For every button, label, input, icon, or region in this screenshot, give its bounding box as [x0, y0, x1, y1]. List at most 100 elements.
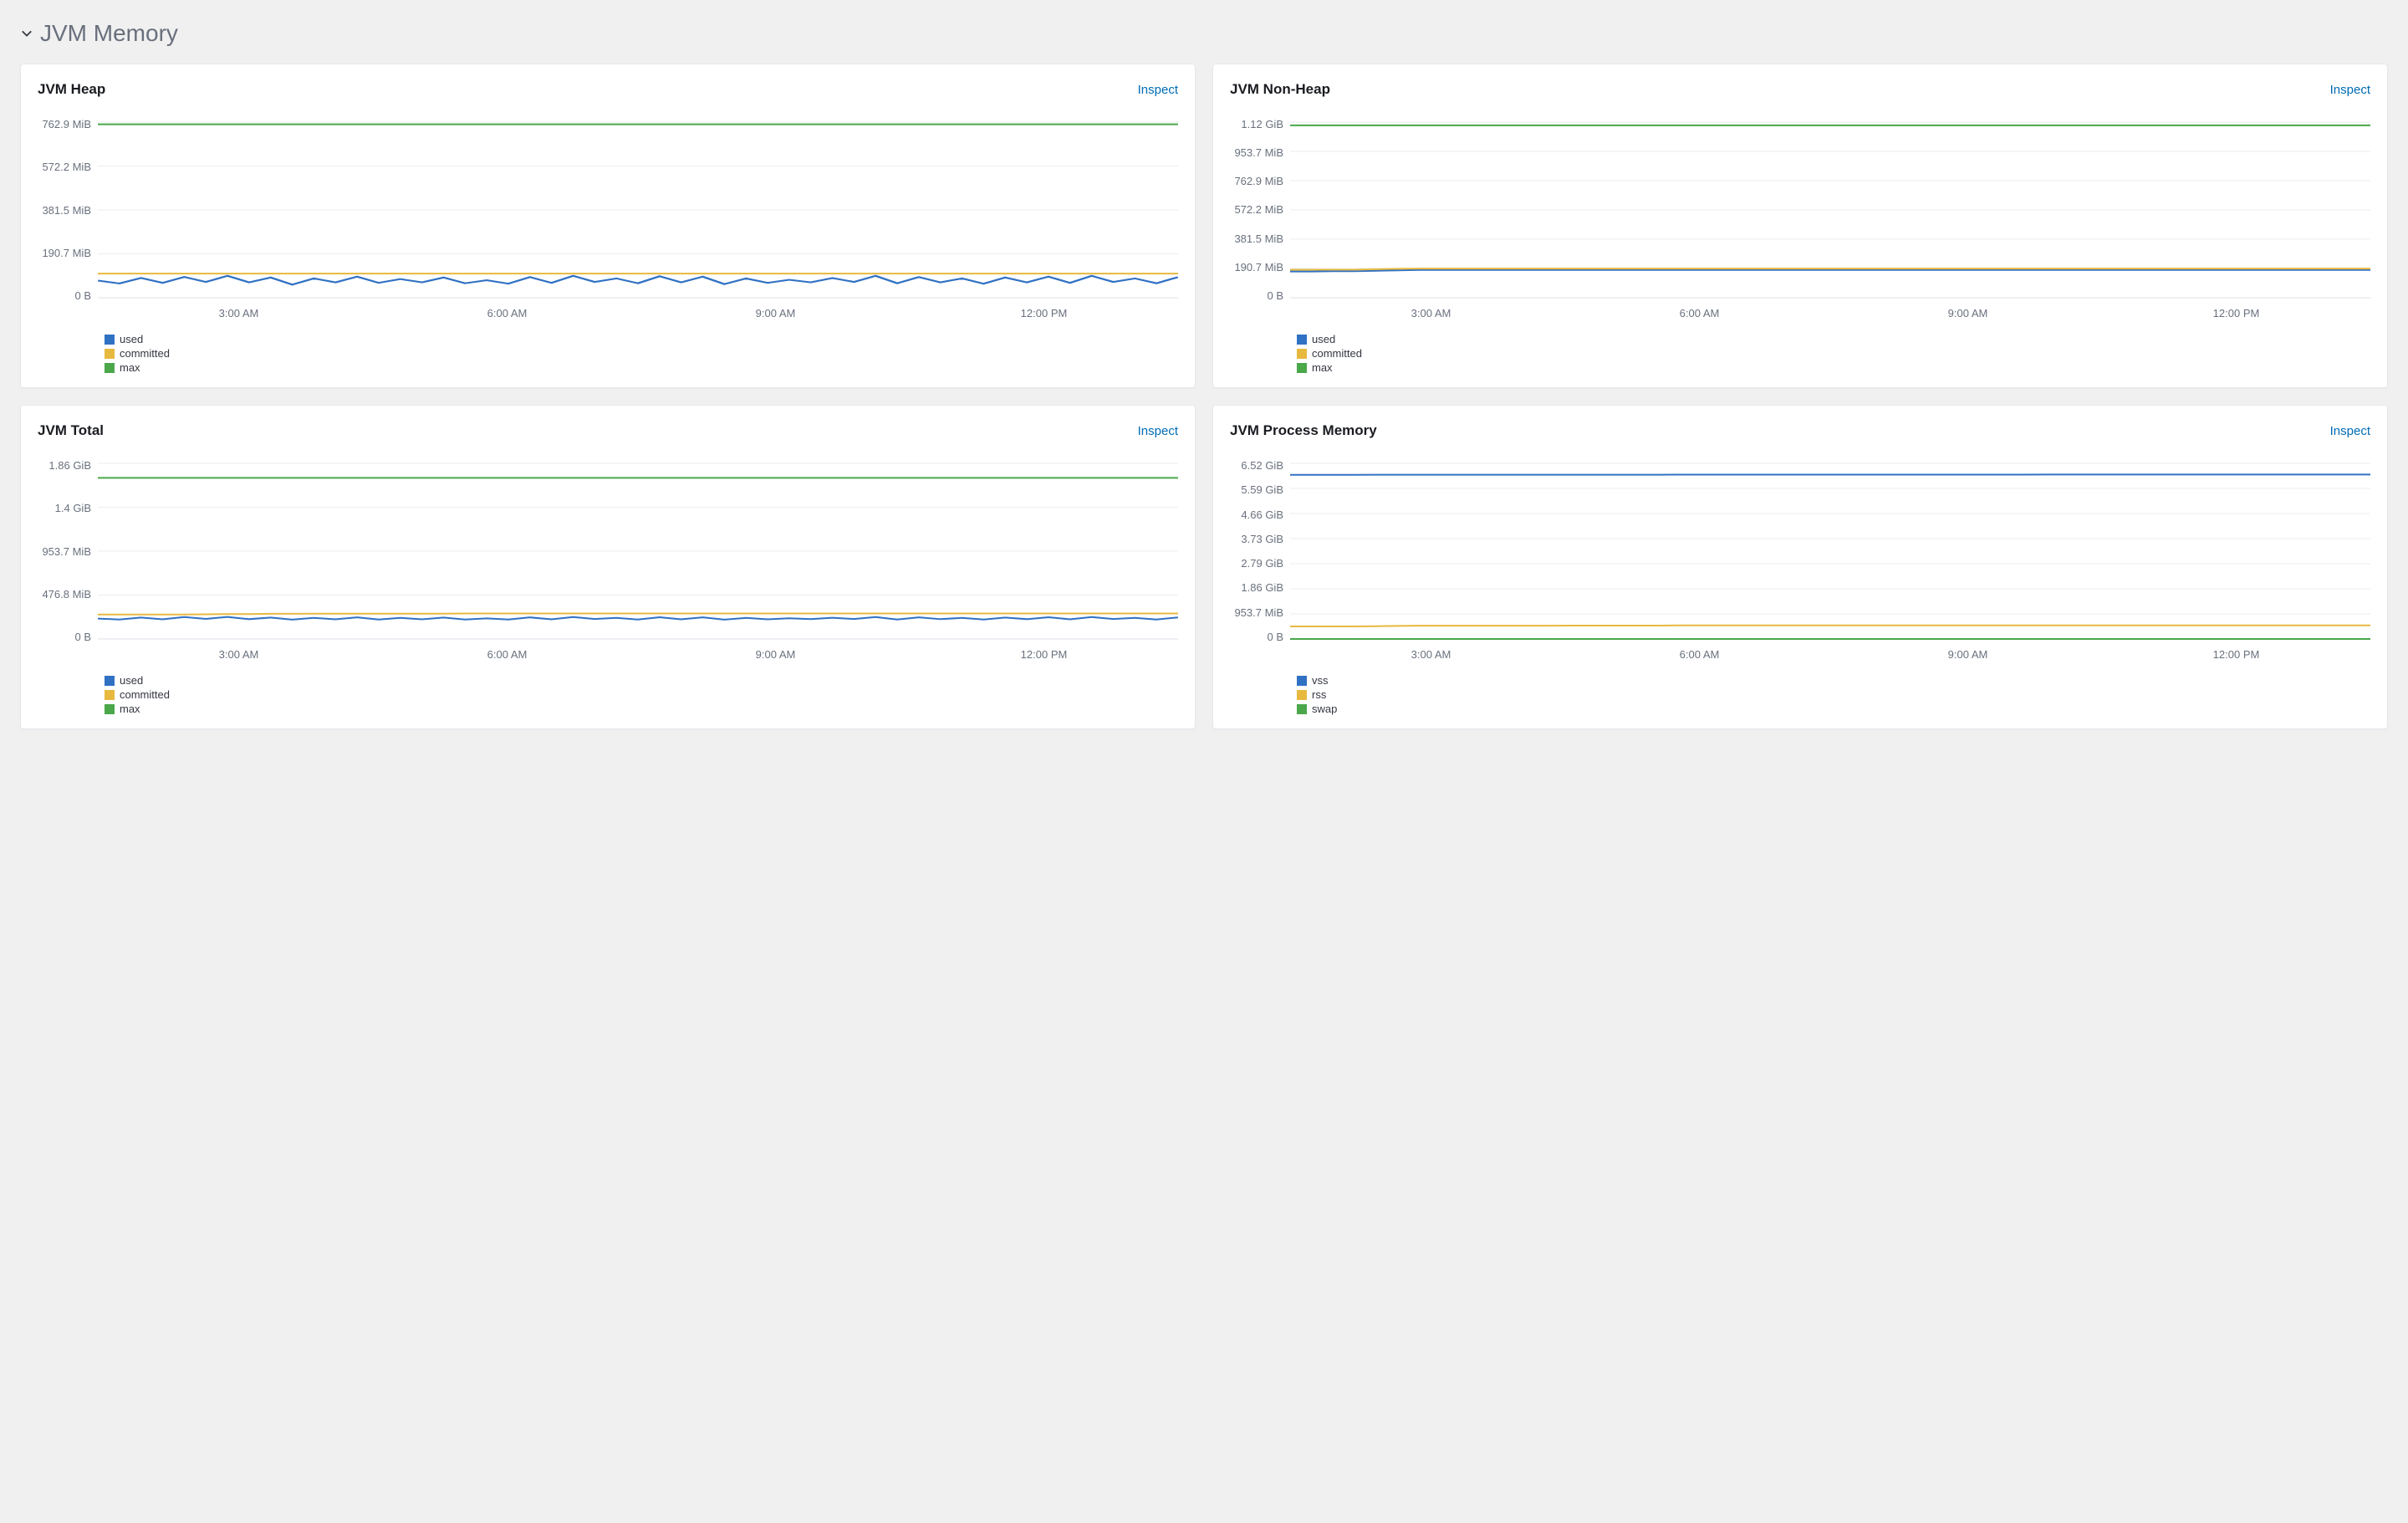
y-tick-label: 1.12 GiB [1241, 118, 1283, 130]
legend-label: max [120, 703, 140, 715]
legend-label: used [120, 333, 143, 345]
y-tick-label: 1.4 GiB [55, 502, 91, 514]
x-tick-label: 3:00 AM [1297, 648, 1565, 661]
panel-title: JVM Non-Heap [1230, 81, 1330, 98]
x-tick-label: 9:00 AM [1834, 648, 2102, 661]
legend-swatch [105, 676, 115, 686]
legend-swatch [1297, 690, 1307, 700]
legend-swatch [1297, 676, 1307, 686]
x-tick-label: 12:00 PM [910, 307, 1178, 319]
legend-swatch [105, 704, 115, 714]
legend-label: committed [120, 688, 170, 701]
legend-swatch [105, 363, 115, 373]
legend-swatch [1297, 349, 1307, 359]
legend-item-committed[interactable]: committed [105, 688, 1178, 701]
legend-label: used [1312, 333, 1335, 345]
legend-item-vss[interactable]: vss [1297, 674, 2370, 687]
chart-area: 762.9 MiB 572.2 MiB 381.5 MiB 190.7 MiB 0 B [38, 118, 1178, 302]
series-committed [98, 614, 1178, 615]
x-tick-label: 9:00 AM [641, 648, 910, 661]
panel-jvm-nonheap: JVM Non-Heap Inspect 1.12 GiB 953.7 MiB 762.… [1212, 64, 2388, 388]
series-used [98, 617, 1178, 620]
y-tick-label: 1.86 GiB [48, 459, 91, 472]
legend-item-max[interactable]: max [105, 703, 1178, 715]
y-tick-label: 0 B [74, 631, 91, 643]
y-tick-label: 572.2 MiB [42, 161, 91, 173]
legend-item-max[interactable]: max [1297, 361, 2370, 374]
chevron-down-icon [20, 27, 33, 40]
legend-label: rss [1312, 688, 1326, 701]
y-tick-label: 190.7 MiB [1234, 261, 1283, 273]
y-tick-label: 2.79 GiB [1241, 557, 1283, 570]
y-tick-label: 190.7 MiB [42, 247, 91, 259]
panel-title: JVM Total [38, 422, 104, 439]
legend-label: max [120, 361, 140, 374]
chart-area: 1.12 GiB 953.7 MiB 762.9 MiB 572.2 MiB 381.5… [1230, 118, 2370, 302]
y-tick-label: 953.7 MiB [1234, 606, 1283, 619]
chart-area: 1.86 GiB 1.4 GiB 953.7 MiB 476.8 MiB 0 B [38, 459, 1178, 643]
panel-jvm-heap: JVM Heap Inspect 762.9 MiB 572.2 MiB 381.5 M… [20, 64, 1196, 388]
x-tick-label: 6:00 AM [373, 648, 641, 661]
legend-label: used [120, 674, 143, 687]
legend-item-swap[interactable]: swap [1297, 703, 2370, 715]
x-tick-label: 6:00 AM [1565, 648, 1834, 661]
x-tick-label: 12:00 PM [2102, 648, 2370, 661]
legend-label: vss [1312, 674, 1329, 687]
panel-jvm-total: JVM Total Inspect 1.86 GiB 1.4 GiB 953.7 MiB… [20, 405, 1196, 729]
x-tick-label: 3:00 AM [1297, 307, 1565, 319]
x-tick-label: 9:00 AM [1834, 307, 2102, 319]
legend-label: swap [1312, 703, 1337, 715]
series-used [98, 276, 1178, 285]
legend-item-committed[interactable]: committed [105, 347, 1178, 360]
y-tick-label: 0 B [1267, 289, 1283, 302]
y-tick-label: 476.8 MiB [42, 588, 91, 601]
legend-item-used[interactable]: used [1297, 333, 2370, 345]
y-tick-label: 381.5 MiB [1234, 233, 1283, 245]
y-tick-label: 0 B [74, 289, 91, 302]
legend-item-used[interactable]: used [105, 674, 1178, 687]
x-tick-label: 3:00 AM [105, 648, 373, 661]
section-toggle[interactable]: JVM Memory [20, 20, 2388, 47]
y-tick-label: 1.86 GiB [1241, 581, 1283, 594]
y-tick-label: 572.2 MiB [1234, 203, 1283, 216]
legend-swatch [105, 335, 115, 345]
inspect-link[interactable]: Inspect [1138, 83, 1178, 97]
y-tick-label: 762.9 MiB [42, 118, 91, 130]
x-tick-label: 12:00 PM [910, 648, 1178, 661]
legend-swatch [1297, 363, 1307, 373]
inspect-link[interactable]: Inspect [2330, 424, 2370, 438]
legend-swatch [1297, 335, 1307, 345]
legend-label: max [1312, 361, 1333, 374]
x-tick-label: 6:00 AM [373, 307, 641, 319]
chart-area: 6.52 GiB 5.59 GiB 4.66 GiB 3.73 GiB 2.79 GiB… [1230, 459, 2370, 643]
legend-label: committed [120, 347, 170, 360]
x-tick-label: 12:00 PM [2102, 307, 2370, 319]
panel-title: JVM Process Memory [1230, 422, 1377, 439]
legend-item-max[interactable]: max [105, 361, 1178, 374]
legend-item-committed[interactable]: committed [1297, 347, 2370, 360]
inspect-link[interactable]: Inspect [2330, 83, 2370, 97]
y-tick-label: 0 B [1267, 631, 1283, 643]
legend-swatch [1297, 704, 1307, 714]
legend-swatch [105, 690, 115, 700]
inspect-link[interactable]: Inspect [1138, 424, 1178, 438]
x-tick-label: 6:00 AM [1565, 307, 1834, 319]
y-tick-label: 5.59 GiB [1241, 483, 1283, 496]
legend-label: committed [1312, 347, 1362, 360]
panel-title: JVM Heap [38, 81, 105, 98]
panel-jvm-process: JVM Process Memory Inspect 6.52 GiB 5.59 Gi… [1212, 405, 2388, 729]
y-tick-label: 4.66 GiB [1241, 509, 1283, 521]
y-tick-label: 381.5 MiB [42, 204, 91, 217]
x-tick-label: 9:00 AM [641, 307, 910, 319]
legend-item-used[interactable]: used [105, 333, 1178, 345]
series-used [1290, 270, 2370, 272]
legend-item-rss[interactable]: rss [1297, 688, 2370, 701]
y-tick-label: 762.9 MiB [1234, 175, 1283, 187]
y-tick-label: 953.7 MiB [42, 545, 91, 558]
y-tick-label: 6.52 GiB [1241, 459, 1283, 472]
section-title: JVM Memory [40, 20, 178, 47]
x-tick-label: 3:00 AM [105, 307, 373, 319]
y-tick-label: 3.73 GiB [1241, 533, 1283, 545]
y-tick-label: 953.7 MiB [1234, 146, 1283, 159]
legend-swatch [105, 349, 115, 359]
